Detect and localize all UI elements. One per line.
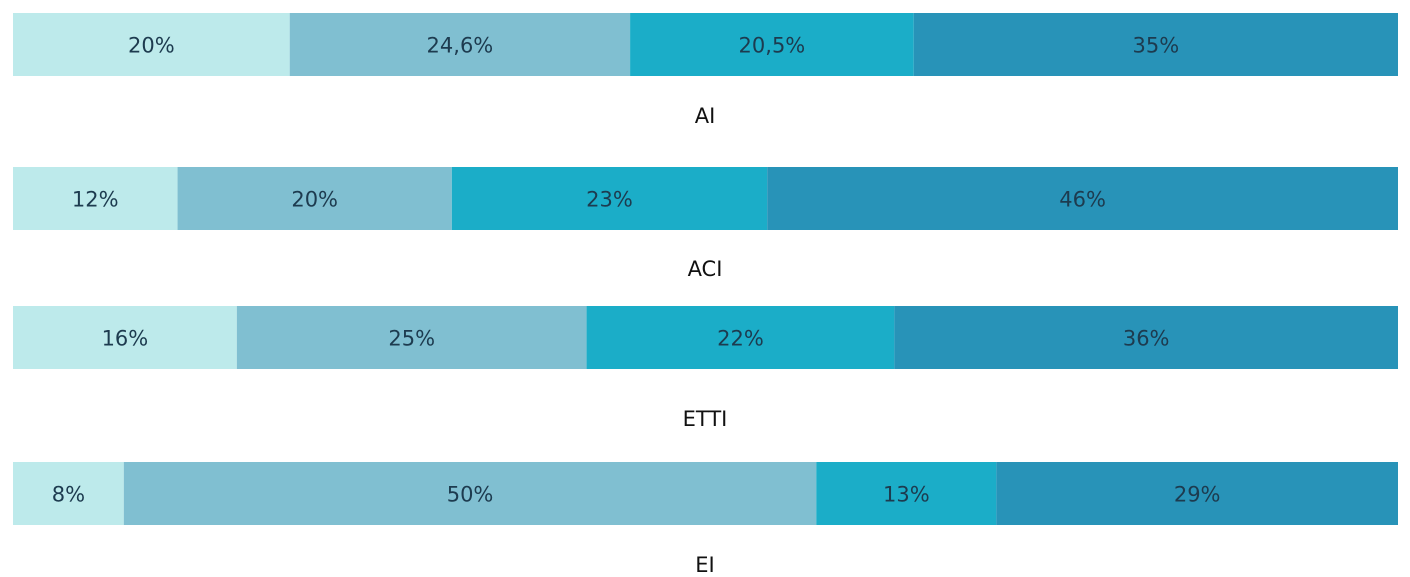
bar-segment: [177, 167, 452, 230]
value-label: 12%: [72, 188, 119, 212]
bar-segment: [451, 167, 768, 230]
value-label: 20%: [291, 188, 338, 212]
value-label: 50%: [447, 483, 494, 507]
value-label: 20,5%: [739, 34, 806, 58]
value-label: 13%: [883, 483, 930, 507]
bar-segment: [913, 13, 1398, 76]
bar-segment: [13, 13, 290, 76]
bar-segment: [894, 306, 1398, 369]
value-label: 16%: [102, 327, 149, 351]
value-label: 22%: [717, 327, 764, 351]
bar-segment: [123, 462, 817, 525]
bar-segment: [13, 306, 237, 369]
bar-segment: [586, 306, 895, 369]
bar-segment: [630, 13, 914, 76]
category-label: AI: [695, 104, 716, 128]
category-label: ETTI: [683, 407, 728, 431]
value-label: 24,6%: [427, 34, 494, 58]
value-label: 35%: [1133, 34, 1180, 58]
value-label: 8%: [52, 483, 85, 507]
bar-segment: [996, 462, 1398, 525]
bar-segment: [13, 462, 124, 525]
value-label: 29%: [1174, 483, 1221, 507]
value-label: 46%: [1059, 188, 1106, 212]
category-label: ACI: [688, 257, 723, 281]
value-label: 20%: [128, 34, 175, 58]
bar-segment: [289, 13, 631, 76]
value-label: 36%: [1123, 327, 1170, 351]
bar-segment: [13, 167, 178, 230]
value-label: 25%: [388, 327, 435, 351]
value-label: 23%: [586, 188, 633, 212]
bar-segment: [816, 462, 997, 525]
bar-segment: [236, 306, 587, 369]
category-label: EI: [695, 553, 714, 577]
bar-segment: [767, 167, 1398, 230]
